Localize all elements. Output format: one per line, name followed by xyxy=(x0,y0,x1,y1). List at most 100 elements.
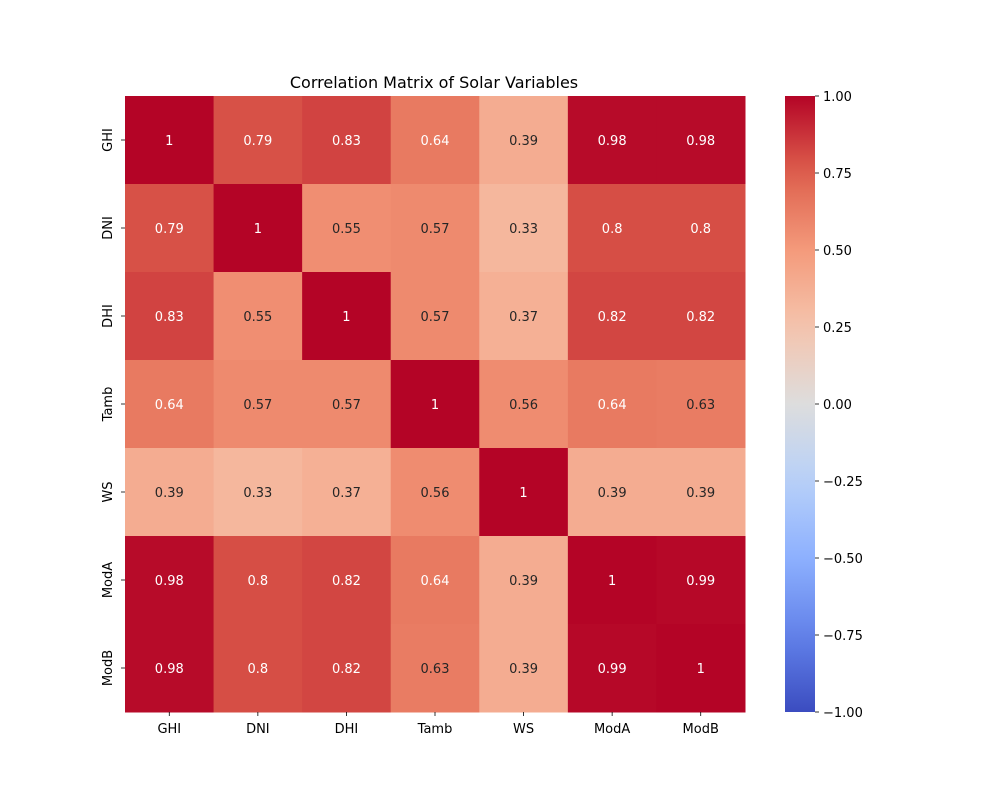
cell-value-label: 0.82 xyxy=(598,310,627,325)
heatmap-cell xyxy=(479,184,569,273)
heatmap-cell xyxy=(656,536,746,625)
cell-value-label: 0.63 xyxy=(686,398,715,413)
cell-value-label: 0.33 xyxy=(243,486,272,501)
heatmap-cell xyxy=(567,360,657,449)
cell-value-label: 1 xyxy=(431,398,439,413)
colorbar-tick-label: −0.75 xyxy=(823,629,863,644)
cell-value-label: 0.56 xyxy=(421,486,450,501)
x-tick-label: Tamb xyxy=(417,722,453,737)
heatmap-cell xyxy=(125,360,215,449)
cell-value-label: 0.39 xyxy=(509,134,538,149)
heatmap-cell xyxy=(567,536,657,625)
cell-value-label: 0.99 xyxy=(598,662,627,677)
cell-value-label: 0.8 xyxy=(248,574,269,589)
cell-value-label: 0.63 xyxy=(421,662,450,677)
colorbar-tick-label: −0.50 xyxy=(823,552,863,567)
heatmap-cells: 1 0.79 0.83 0.64 0.39 0.98 0.98 0.79 1 0.55 0.57 0.… xyxy=(125,96,746,713)
cell-value-label: 1 xyxy=(165,134,173,149)
heatmap-cell xyxy=(479,624,569,713)
cell-value-label: 0.8 xyxy=(248,662,269,677)
cell-value-label: 0.64 xyxy=(421,134,450,149)
y-tick-label: WS xyxy=(101,481,116,502)
heatmap-cell xyxy=(656,272,746,361)
heatmap-cell xyxy=(390,536,480,625)
cell-value-label: 1 xyxy=(342,310,350,325)
heatmap-cell xyxy=(302,360,392,449)
heatmap-cell xyxy=(213,536,303,625)
cell-value-label: 0.39 xyxy=(509,574,538,589)
heatmap-cell xyxy=(213,360,303,449)
heatmap-cell xyxy=(302,184,392,273)
heatmap-cell xyxy=(302,624,392,713)
heatmap-cell xyxy=(125,184,215,273)
cell-value-label: 0.98 xyxy=(598,134,627,149)
heatmap-cell xyxy=(302,272,392,361)
heatmap-cell xyxy=(567,448,657,537)
cell-value-label: 0.83 xyxy=(332,134,361,149)
y-tick-label: DHI xyxy=(101,304,116,328)
cell-value-label: 0.98 xyxy=(155,574,184,589)
heatmap-cell xyxy=(302,448,392,537)
heatmap-cell xyxy=(213,448,303,537)
cell-value-label: 0.64 xyxy=(598,398,627,413)
cell-value-label: 0.33 xyxy=(509,222,538,237)
cell-value-label: 0.83 xyxy=(155,310,184,325)
cell-value-label: 0.57 xyxy=(421,310,450,325)
heatmap-cell xyxy=(390,272,480,361)
colorbar xyxy=(785,96,815,712)
y-tick-label: ModB xyxy=(101,650,116,686)
heatmap-cell xyxy=(567,96,657,185)
cell-value-label: 1 xyxy=(697,662,705,677)
cell-value-label: 1 xyxy=(519,486,527,501)
y-tick-label: DNI xyxy=(101,216,116,240)
cell-value-label: 0.39 xyxy=(509,662,538,677)
heatmap-cell xyxy=(390,624,480,713)
x-tick-label: ModA xyxy=(594,722,630,737)
cell-value-label: 0.82 xyxy=(686,310,715,325)
y-tick-label: ModA xyxy=(101,562,116,598)
heatmap-cell xyxy=(479,360,569,449)
cell-value-label: 0.57 xyxy=(243,398,272,413)
heatmap-cell xyxy=(125,96,215,185)
x-tick-label: DNI xyxy=(246,722,270,737)
cell-value-label: 0.39 xyxy=(155,486,184,501)
heatmap-cell xyxy=(390,360,480,449)
cell-value-label: 0.82 xyxy=(332,662,361,677)
heatmap-cell xyxy=(656,184,746,273)
x-tick-label: GHI xyxy=(157,722,181,737)
x-tick-label: WS xyxy=(513,722,534,737)
colorbar-axis: 1.00 0.75 0.50 0.25 0.00 −0.25 −0.50 −0.75 −1.00 xyxy=(815,90,863,721)
cell-value-label: 0.98 xyxy=(155,662,184,677)
heatmap-cell xyxy=(567,624,657,713)
colorbar-tick-label: 0.50 xyxy=(823,244,852,259)
heatmap-cell xyxy=(213,96,303,185)
heatmap-cell xyxy=(213,624,303,713)
cell-value-label: 0.37 xyxy=(332,486,361,501)
cell-value-label: 0.99 xyxy=(686,574,715,589)
colorbar-tick-label: 0.75 xyxy=(823,167,852,182)
y-tick-label: Tamb xyxy=(101,387,116,423)
heatmap-cell xyxy=(302,96,392,185)
cell-value-label: 0.98 xyxy=(686,134,715,149)
y-axis: GHI DNI DHI Tamb WS ModA ModB xyxy=(101,128,125,686)
heatmap-cell xyxy=(390,96,480,185)
cell-value-label: 1 xyxy=(254,222,262,237)
heatmap-cell xyxy=(213,272,303,361)
cell-value-label: 0.56 xyxy=(509,398,538,413)
heatmap-cell xyxy=(213,184,303,273)
x-tick-label: ModB xyxy=(683,722,719,737)
colorbar-tick-label: 0.25 xyxy=(823,321,852,336)
cell-value-label: 0.57 xyxy=(332,398,361,413)
heatmap-cell xyxy=(390,184,480,273)
heatmap-cell xyxy=(125,624,215,713)
heatmap-cell xyxy=(479,448,569,537)
colorbar-tick-label: 0.00 xyxy=(823,398,852,413)
cell-value-label: 0.55 xyxy=(243,310,272,325)
cell-value-label: 0.55 xyxy=(332,222,361,237)
heatmap-cell xyxy=(125,448,215,537)
cell-value-label: 0.82 xyxy=(332,574,361,589)
cell-value-label: 0.57 xyxy=(421,222,450,237)
heatmap-cell xyxy=(479,96,569,185)
